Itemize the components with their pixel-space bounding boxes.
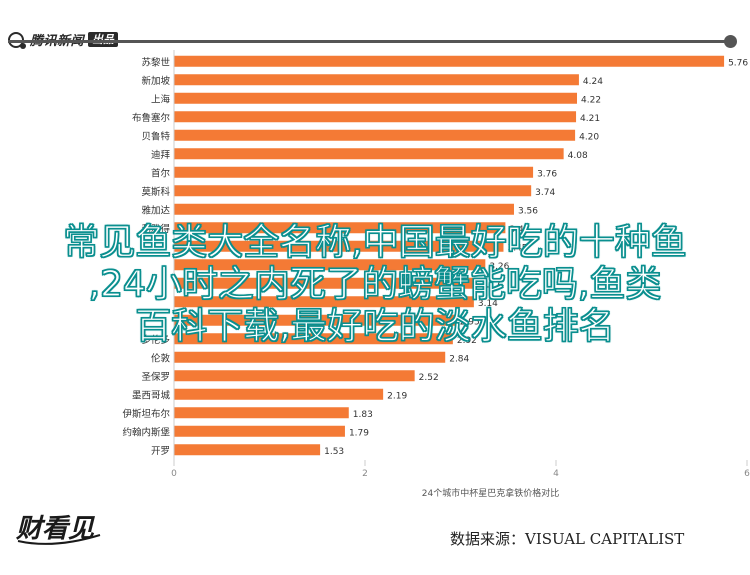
- bar: [174, 185, 532, 197]
- bar-value-label: 3.45: [507, 243, 527, 253]
- page-header: 腾讯新闻 出品: [0, 0, 750, 60]
- bar-value-label: 3.47: [509, 225, 529, 235]
- bar: [174, 314, 456, 326]
- bar: [174, 111, 577, 123]
- bar-value-label: 4.22: [581, 95, 601, 105]
- category-label: 多伦多: [141, 334, 170, 346]
- category-label: 布鲁塞尔: [132, 112, 171, 124]
- bar-value-label: 4.20: [579, 132, 599, 142]
- brand-mark-icon: [8, 31, 26, 49]
- bar-value-label: 3.76: [537, 169, 557, 179]
- bar: [174, 55, 725, 67]
- category-label: 雅加达: [141, 204, 170, 216]
- category-label: 伊斯坦布尔: [122, 408, 170, 420]
- bar-value-label: 2.52: [419, 373, 439, 383]
- bar: [174, 333, 453, 345]
- bar-value-label: 3.26: [489, 262, 509, 272]
- category-label: 迪拜: [151, 149, 171, 161]
- caikanjian-logo: 财看见: [15, 514, 101, 545]
- bar-value-label: 3.74: [535, 188, 555, 198]
- bar-value-label: 4.21: [580, 114, 600, 124]
- bar: [174, 129, 576, 141]
- header-divider: [8, 40, 730, 43]
- category-label: 首尔: [151, 167, 171, 179]
- x-axis-label: 24个城市中杯星巴克拿铁价格对比: [422, 487, 559, 499]
- bar: [174, 166, 534, 178]
- bar: [174, 388, 384, 400]
- category-label: 约翰内斯堡: [122, 426, 170, 438]
- bar: [174, 351, 446, 363]
- bar-value-label: 3.56: [518, 206, 538, 216]
- category-label: 贝鲁特: [141, 130, 170, 142]
- bar-value-label: 2.84: [449, 354, 469, 364]
- category-label: 圣保罗: [141, 371, 170, 383]
- bar: [174, 425, 345, 437]
- bar-value-label: 1.79: [349, 428, 369, 438]
- bar: [174, 74, 579, 86]
- x-tick-label: 4: [553, 469, 559, 479]
- bar-value-label: 2.95: [460, 317, 480, 327]
- x-tick-label: 2: [362, 469, 368, 479]
- bar: [174, 370, 415, 382]
- bar: [174, 296, 474, 308]
- category-label: 开罗: [151, 446, 170, 457]
- category-label: 利雅得: [141, 223, 170, 235]
- x-tick-label: 0: [171, 469, 177, 479]
- bar-value-label: 1.83: [353, 410, 373, 420]
- bar-value-label: 3.14: [478, 299, 498, 309]
- bar: [174, 222, 506, 234]
- bar: [174, 277, 477, 289]
- bar-value-label: 2.19: [387, 391, 407, 401]
- bar-value-label: 1.53: [324, 447, 344, 457]
- category-label: 上海: [151, 93, 171, 105]
- header-divider-end-dot: [724, 35, 737, 48]
- category-label: 墨西哥城: [132, 390, 171, 401]
- bar: [174, 407, 349, 419]
- bar: [174, 92, 578, 104]
- bar-value-label: 2.92: [457, 336, 477, 346]
- data-source: 数据来源：VISUAL CAPITALIST: [450, 530, 685, 548]
- bar-value-label: 5.76: [728, 58, 748, 68]
- x-tick-label: 6: [744, 469, 750, 479]
- bar: [174, 444, 321, 456]
- category-label: 新加坡: [141, 75, 170, 87]
- bar: [174, 203, 514, 215]
- bar-value-label: 4.24: [583, 77, 603, 87]
- category-label: 莫斯科: [141, 186, 170, 198]
- bar: [174, 259, 486, 271]
- bar-value-label: 3.17: [481, 280, 501, 290]
- bar: [174, 148, 564, 160]
- category-label: 伦敦: [151, 352, 171, 364]
- bar-value-label: 4.08: [568, 151, 588, 161]
- bar-chart: 5.76 苏黎世 4.24 新加坡 4.22 上海 4.21 布鲁塞尔 4.20 贝鲁特 4.08 迪…: [122, 50, 750, 499]
- category-label: 苏黎世: [141, 56, 170, 68]
- bar: [174, 240, 504, 252]
